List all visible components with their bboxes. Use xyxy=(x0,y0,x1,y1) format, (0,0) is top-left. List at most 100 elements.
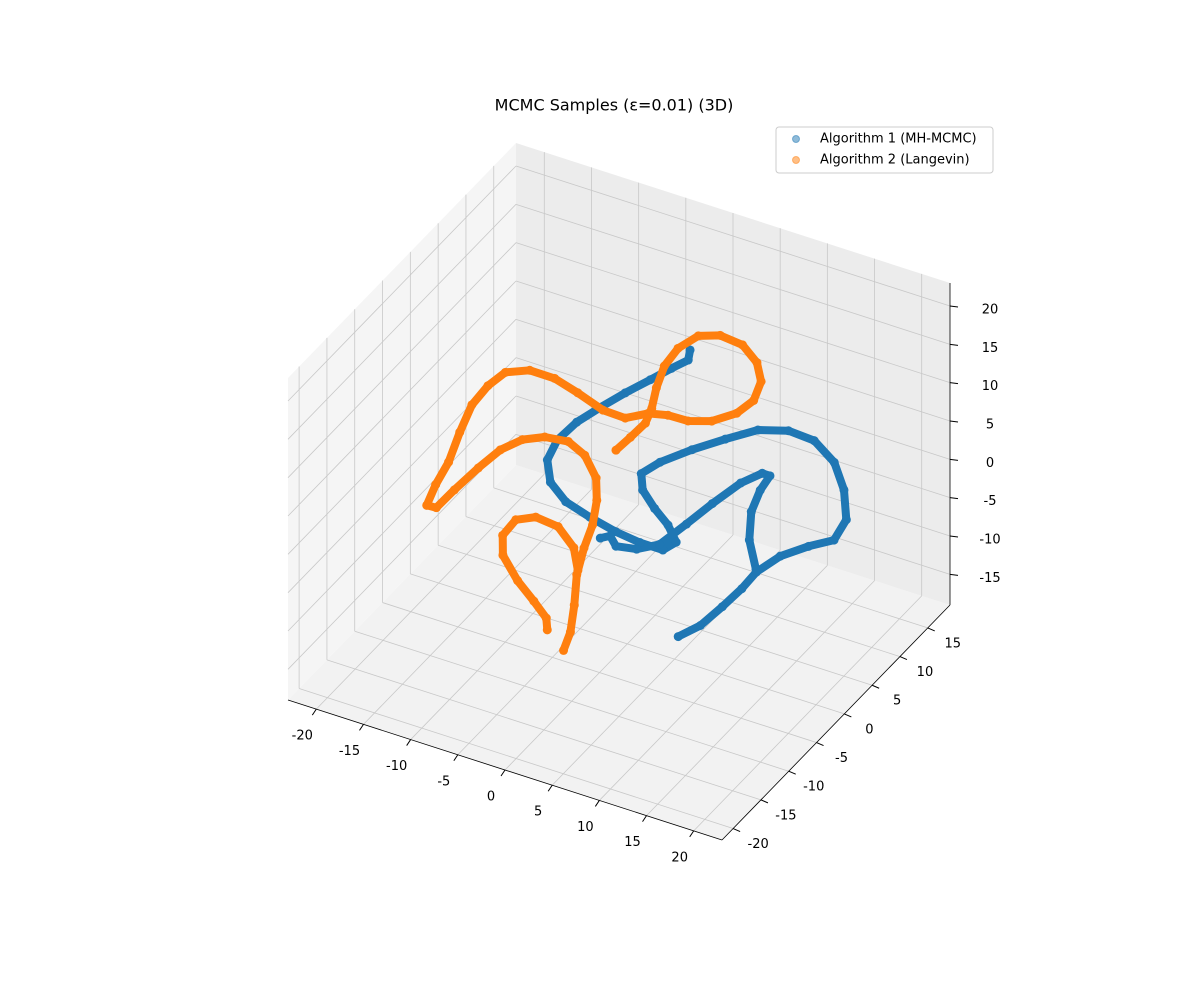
sample-point xyxy=(598,405,608,415)
grid-line xyxy=(515,203,951,345)
sample-point xyxy=(561,497,571,507)
sample-point xyxy=(765,471,775,481)
z-tick xyxy=(949,458,959,461)
sample-point xyxy=(422,500,432,510)
sample-point xyxy=(580,450,590,460)
z-tick-label: -10 xyxy=(979,533,1000,548)
axis-line xyxy=(721,604,951,841)
y-tick xyxy=(788,770,796,775)
sample-point xyxy=(550,373,560,383)
sample-point xyxy=(737,584,747,594)
sample-point xyxy=(829,535,839,545)
sample-point xyxy=(695,621,705,631)
sample-point xyxy=(573,388,583,398)
sample-point xyxy=(650,503,660,513)
sample-point xyxy=(495,445,505,455)
x-tick xyxy=(547,784,553,792)
sample-point xyxy=(632,544,642,554)
y-tick-label: -15 xyxy=(775,808,796,823)
sample-point xyxy=(829,457,839,467)
sample-point xyxy=(687,445,697,455)
x-tick-label: -10 xyxy=(386,759,407,774)
sample-point xyxy=(640,418,650,428)
sample-point xyxy=(651,383,661,393)
grid-line xyxy=(410,573,845,715)
sample-point xyxy=(693,331,703,341)
grid-line xyxy=(287,319,517,555)
z-tick-label: -15 xyxy=(979,571,1000,586)
x-tick xyxy=(311,708,317,716)
grid-line xyxy=(287,204,517,440)
sample-point xyxy=(673,343,683,353)
sample-point xyxy=(511,515,521,525)
sample-point xyxy=(753,425,763,435)
y-tick-label: 5 xyxy=(893,694,901,709)
sample-point xyxy=(605,531,615,541)
grid-line xyxy=(515,242,951,384)
z-tick xyxy=(949,497,959,500)
sample-point xyxy=(542,455,552,465)
sample-point xyxy=(673,632,683,642)
sample-point xyxy=(625,432,635,442)
legend-marker xyxy=(792,156,800,164)
y-tick xyxy=(927,627,935,632)
x-tick-label: 0 xyxy=(487,790,495,805)
grid-line xyxy=(287,242,517,478)
z-tick xyxy=(949,305,959,308)
x-tick xyxy=(642,815,647,822)
sample-point xyxy=(683,416,693,426)
sample-point xyxy=(755,485,765,495)
grid-line xyxy=(465,516,901,657)
sample-point xyxy=(431,503,441,513)
sample-point xyxy=(573,565,583,575)
sample-point xyxy=(738,340,748,350)
y-tick-label: 15 xyxy=(944,636,961,651)
sample-point xyxy=(783,426,793,436)
grid-line xyxy=(287,280,517,517)
sample-point xyxy=(525,365,535,375)
sample-point xyxy=(565,627,575,637)
sample-point xyxy=(775,551,785,561)
sample-point xyxy=(540,432,550,442)
grid-line xyxy=(316,473,545,710)
y-tick xyxy=(816,742,824,747)
x-tick-label: 5 xyxy=(534,805,542,820)
grid-line xyxy=(646,580,875,816)
sample-point xyxy=(529,596,539,606)
sample-point xyxy=(595,533,605,543)
grid-line xyxy=(287,395,517,632)
sample-point xyxy=(655,457,665,467)
sample-point xyxy=(804,541,814,551)
sample-point xyxy=(749,395,759,405)
legend-label: Algorithm 2 (Langevin) xyxy=(820,153,970,168)
sample-point xyxy=(752,358,762,368)
sample-point xyxy=(500,367,510,377)
grid-line xyxy=(382,602,817,743)
sample-point xyxy=(839,485,849,495)
sample-point xyxy=(685,345,695,355)
z-tick-label: 5 xyxy=(986,418,994,433)
sample-point xyxy=(498,530,508,540)
grid-line xyxy=(504,534,734,771)
sample-point xyxy=(591,473,601,483)
sample-point xyxy=(751,565,761,575)
z-tick-label: 0 xyxy=(986,456,994,471)
sample-point xyxy=(553,522,563,532)
axis-line xyxy=(287,699,723,841)
left-pane xyxy=(288,143,516,700)
legend-label: Algorithm 1 (MH-MCMC) xyxy=(820,132,977,147)
sample-point xyxy=(579,543,589,553)
sample-point xyxy=(744,535,754,545)
sample-point xyxy=(746,507,756,517)
grid-line xyxy=(599,565,828,801)
sample-point xyxy=(671,537,681,547)
sample-point xyxy=(809,436,819,446)
z-tick-label: 15 xyxy=(982,341,999,356)
x-tick xyxy=(453,754,459,762)
sample-point xyxy=(444,457,454,467)
sample-point xyxy=(531,512,541,522)
sample-point xyxy=(715,330,725,340)
sample-point xyxy=(588,520,598,530)
x-tick xyxy=(689,830,695,838)
sample-point xyxy=(841,515,851,525)
